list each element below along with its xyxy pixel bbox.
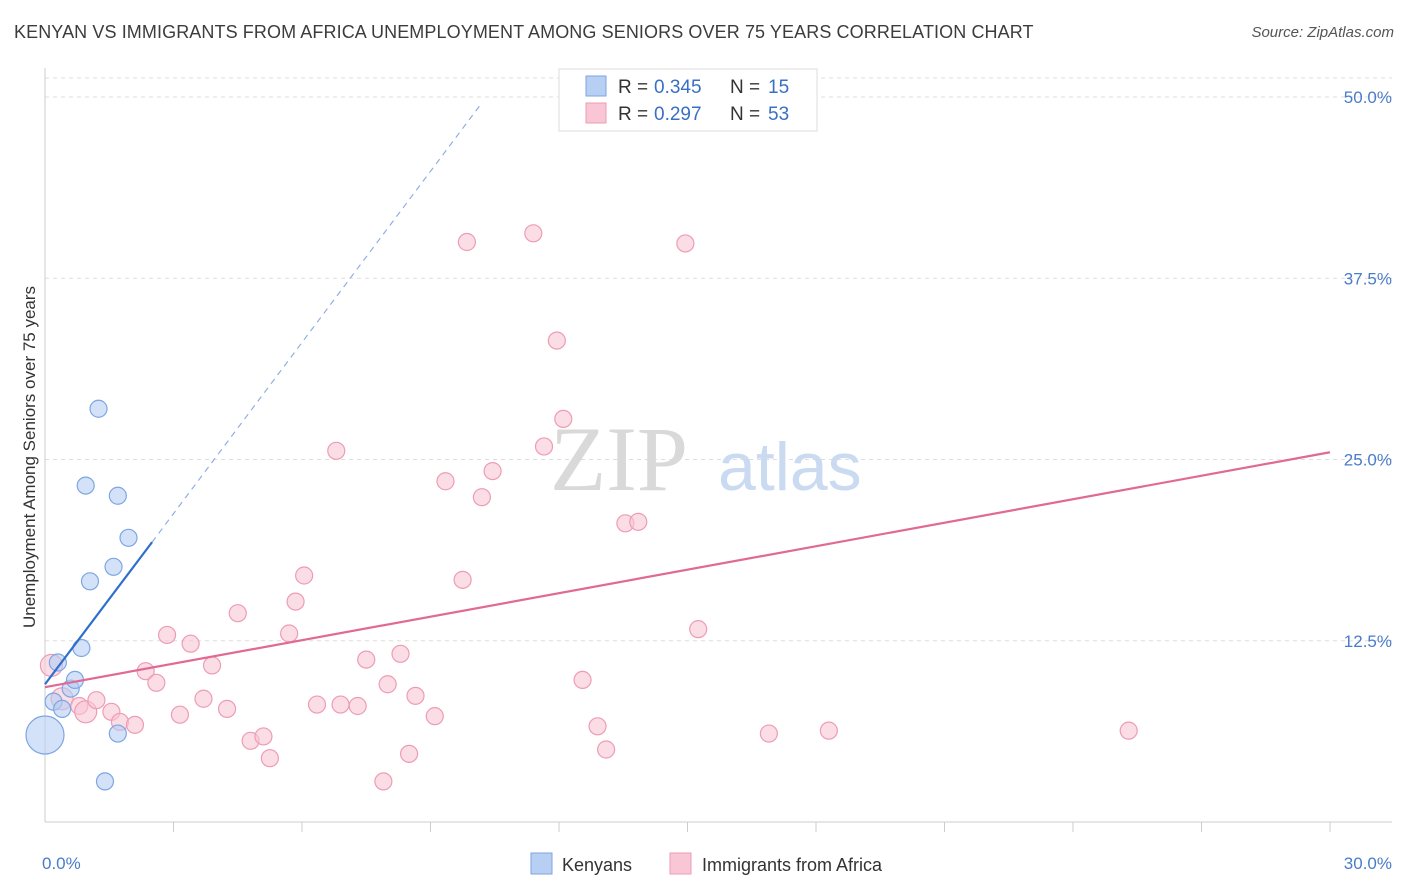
data-point-africa <box>181 634 200 653</box>
data-point-africa <box>331 695 350 714</box>
legend-n-label: N = <box>730 104 760 125</box>
data-point-africa <box>689 620 708 639</box>
data-point-africa <box>524 224 543 243</box>
y-tick-label: 12.5% <box>1344 632 1392 651</box>
legend-r-value-africa: 0.297 <box>654 104 702 125</box>
data-point-africa <box>348 696 367 716</box>
data-point-africa <box>819 721 838 740</box>
data-point-africa <box>534 437 554 456</box>
legend-n-label: N = <box>730 77 760 98</box>
series-kenyans <box>25 399 138 791</box>
bottom-legend-swatch-kenyans <box>530 852 553 875</box>
legend-r-value-kenyans: 0.345 <box>654 77 702 98</box>
trend-lines <box>44 102 1331 689</box>
trend-line-africa <box>44 451 1331 689</box>
data-point-africa <box>374 772 393 791</box>
legend-r-label: R = <box>618 104 648 125</box>
trend-line-kenyans-extrapolated <box>151 102 483 543</box>
data-point-africa <box>399 744 419 763</box>
series-legend: Kenyans Immigrants from Africa <box>530 852 883 875</box>
legend-r-label: R = <box>618 77 648 98</box>
data-point-africa <box>286 592 305 611</box>
data-point-africa <box>157 625 177 645</box>
chart-title: KENYAN VS IMMIGRANTS FROM AFRICA UNEMPLO… <box>14 22 1034 42</box>
chart-source: Source: ZipAtlas.com <box>1251 24 1394 41</box>
data-point-africa <box>228 604 247 623</box>
data-point-africa <box>472 488 491 507</box>
bottom-legend-swatch-africa <box>669 852 692 875</box>
bottom-legend-label-kenyans: Kenyans <box>562 855 632 875</box>
data-point-africa <box>202 656 222 675</box>
bottom-legend-label-africa: Immigrants from Africa <box>702 855 883 875</box>
data-point-africa <box>759 724 778 743</box>
watermark: ZIP atlas <box>550 408 862 510</box>
x-axis-ticks <box>173 822 1331 832</box>
data-point-africa <box>357 650 376 669</box>
data-point-kenyan <box>119 528 138 547</box>
data-point-africa <box>406 686 425 705</box>
data-point-africa <box>280 624 299 643</box>
x-tick-label-max: 30.0% <box>1344 854 1392 873</box>
data-point-africa <box>425 707 444 726</box>
data-point-africa <box>597 740 616 759</box>
data-point-africa <box>453 570 472 589</box>
data-point-africa <box>194 689 213 708</box>
series-immigrants-from-africa <box>39 224 1138 791</box>
correlation-legend: R = 0.345 N = 15 R = 0.297 N = 53 <box>558 68 818 132</box>
data-point-kenyan <box>95 772 115 791</box>
data-point-kenyan <box>48 653 67 672</box>
data-point-africa <box>254 727 273 746</box>
data-point-kenyan <box>108 724 127 743</box>
data-point-africa <box>554 409 573 428</box>
data-point-africa <box>327 441 346 460</box>
data-point-kenyan <box>25 715 65 755</box>
legend-swatch-africa <box>585 102 607 124</box>
legend-n-value-kenyans: 15 <box>768 77 789 98</box>
data-point-africa <box>1119 721 1138 740</box>
y-axis-label: Unemployment Among Seniors over 75 years <box>20 286 39 628</box>
x-tick-label-min: 0.0% <box>42 854 81 873</box>
data-point-africa <box>307 695 327 714</box>
data-point-africa <box>436 472 455 491</box>
y-tick-label: 37.5% <box>1344 269 1392 288</box>
data-point-africa <box>260 749 279 768</box>
grid-lines <box>45 77 1392 642</box>
data-point-africa <box>573 670 592 690</box>
watermark-atlas: atlas <box>718 429 862 505</box>
data-point-africa <box>295 566 314 585</box>
data-point-kenyan <box>89 399 108 418</box>
data-point-africa <box>378 675 397 694</box>
data-point-africa <box>457 232 477 252</box>
data-point-africa <box>629 512 648 531</box>
data-point-kenyan <box>108 486 127 505</box>
watermark-zip: ZIP <box>550 408 688 510</box>
data-point-africa <box>147 673 166 692</box>
legend-swatch-kenyans <box>585 75 607 97</box>
data-point-africa <box>87 691 106 710</box>
data-point-africa <box>676 234 695 253</box>
data-point-kenyan <box>104 557 123 576</box>
data-point-kenyan <box>80 572 100 591</box>
legend-n-value-africa: 53 <box>768 104 789 125</box>
data-point-africa <box>217 699 237 719</box>
data-point-africa <box>588 717 607 736</box>
y-tick-label: 25.0% <box>1344 451 1392 470</box>
trend-line-kenyans <box>44 541 153 685</box>
data-point-africa <box>170 705 190 724</box>
data-point-africa <box>391 644 410 663</box>
data-point-africa <box>125 715 145 734</box>
y-tick-label: 50.0% <box>1344 88 1392 107</box>
y-tick-labels: 12.5% 25.0% 37.5% 50.0% <box>1344 88 1392 651</box>
data-point-africa <box>547 331 566 350</box>
data-point-kenyan <box>76 476 95 495</box>
data-point-kenyan <box>53 699 72 719</box>
data-point-africa <box>483 462 502 481</box>
